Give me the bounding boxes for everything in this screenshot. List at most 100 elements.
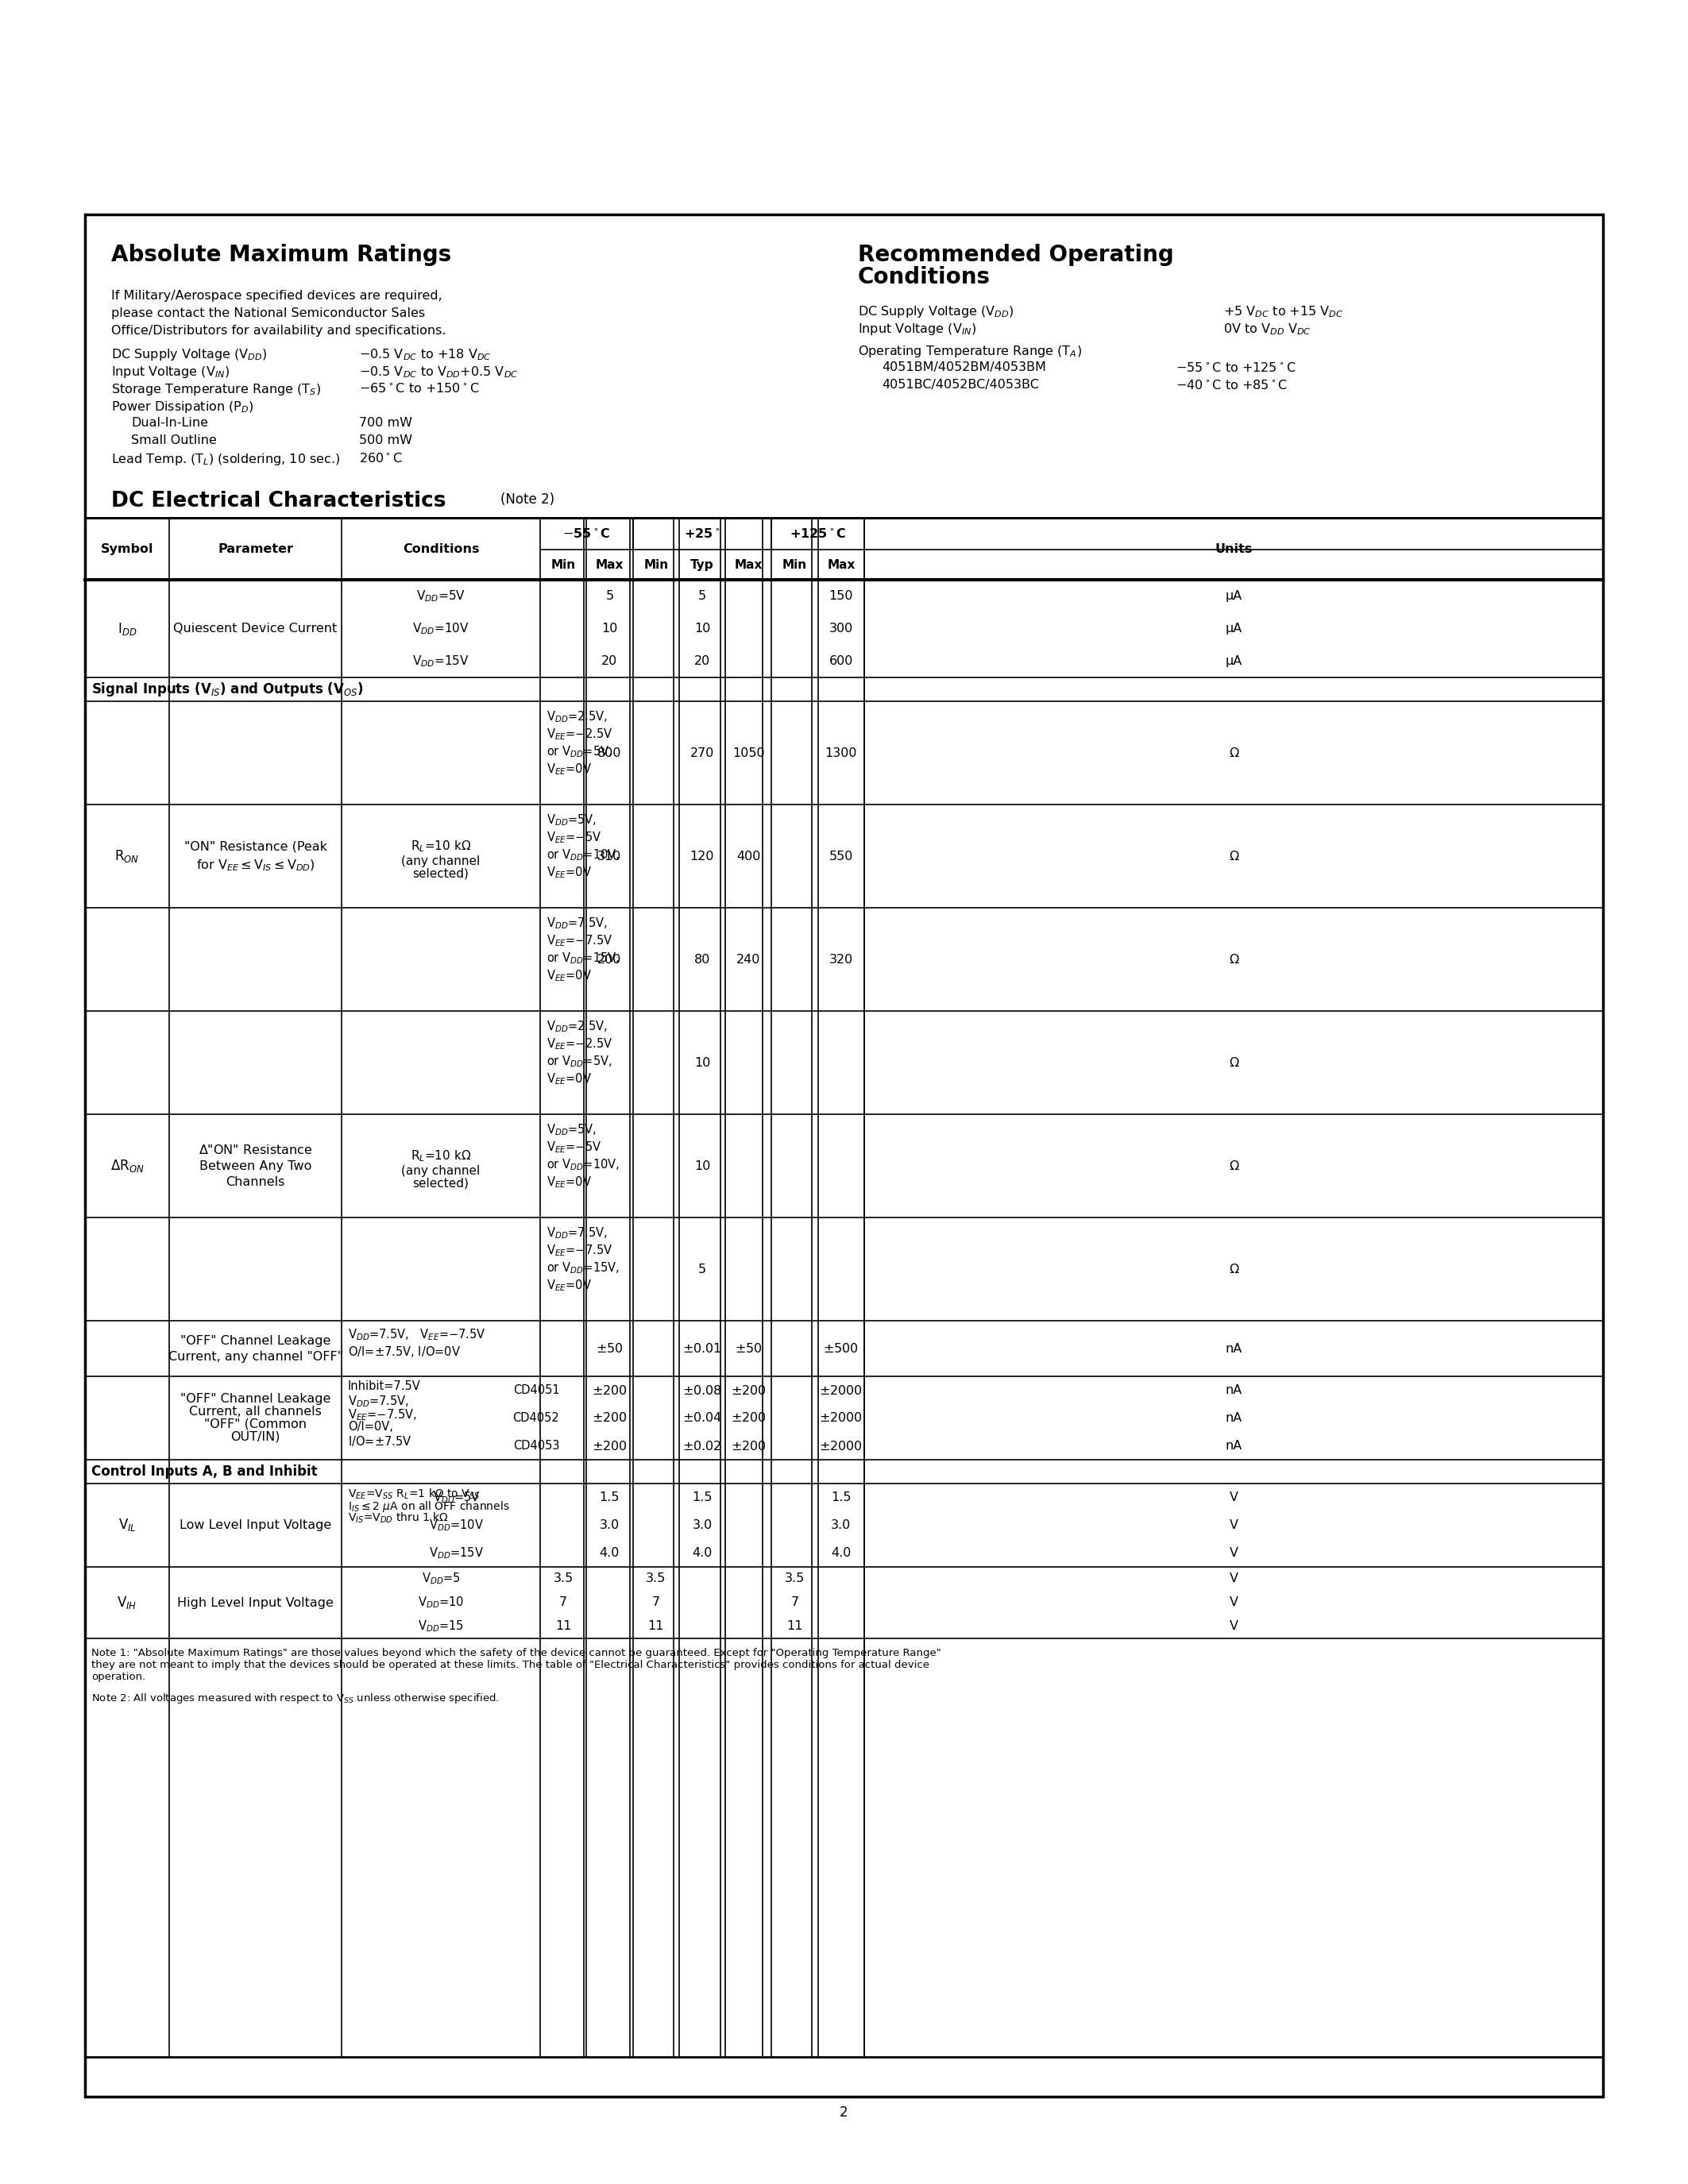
Text: Max: Max	[734, 559, 763, 570]
Text: $\pm$2000: $\pm$2000	[819, 1411, 863, 1424]
Text: V$_{EE}$=0V: V$_{EE}$=0V	[547, 1278, 592, 1293]
Text: nA: nA	[1225, 1343, 1242, 1354]
Text: V$_{DD}$=15V: V$_{DD}$=15V	[412, 653, 469, 668]
Text: R$_{ON}$: R$_{ON}$	[115, 847, 140, 865]
Text: $\pm$2000: $\pm$2000	[819, 1385, 863, 1396]
Text: OUT/IN): OUT/IN)	[231, 1431, 280, 1444]
Text: Current, all channels: Current, all channels	[189, 1406, 322, 1417]
Text: Conditions: Conditions	[858, 266, 991, 288]
Text: $\pm$0.08: $\pm$0.08	[682, 1385, 722, 1396]
Text: Low Level Input Voltage: Low Level Input Voltage	[179, 1520, 331, 1531]
Text: V: V	[1229, 1621, 1237, 1631]
Text: 10: 10	[601, 622, 618, 636]
Text: 1.5: 1.5	[599, 1492, 619, 1503]
Text: Small Outline: Small Outline	[132, 435, 216, 446]
Text: 550: 550	[829, 850, 852, 863]
Text: 400: 400	[736, 850, 761, 863]
Text: Absolute Maximum Ratings: Absolute Maximum Ratings	[111, 245, 451, 266]
Text: Current, any channel "OFF": Current, any channel "OFF"	[169, 1350, 343, 1363]
Text: 5: 5	[699, 1262, 706, 1275]
Text: V$_{DD}$=15: V$_{DD}$=15	[419, 1618, 464, 1634]
Text: $\pm$0.01: $\pm$0.01	[682, 1343, 722, 1354]
Text: V$_{DD}$=5V,: V$_{DD}$=5V,	[547, 812, 598, 828]
Text: +5 V$_{DC}$ to +15 V$_{DC}$: +5 V$_{DC}$ to +15 V$_{DC}$	[1224, 304, 1344, 319]
Text: "OFF" Channel Leakage: "OFF" Channel Leakage	[181, 1393, 331, 1404]
Text: V$_{IH}$: V$_{IH}$	[116, 1594, 137, 1610]
Text: 0V to V$_{DD}$ V$_{DC}$: 0V to V$_{DD}$ V$_{DC}$	[1224, 321, 1312, 336]
Text: If Military/Aerospace specified devices are required,: If Military/Aerospace specified devices …	[111, 290, 442, 301]
Text: nA: nA	[1225, 1439, 1242, 1452]
Text: Recommended Operating: Recommended Operating	[858, 245, 1173, 266]
Text: Units: Units	[1215, 544, 1252, 555]
Text: $\pm$200: $\pm$200	[592, 1411, 628, 1424]
Text: Quiescent Device Current: Quiescent Device Current	[174, 622, 338, 636]
Text: V$_{DD}$=10: V$_{DD}$=10	[417, 1594, 464, 1610]
Text: 800: 800	[598, 747, 621, 758]
Text: Lead Temp. (T$_L$) (soldering, 10 sec.): Lead Temp. (T$_L$) (soldering, 10 sec.)	[111, 452, 341, 467]
Text: selected): selected)	[412, 1177, 469, 1190]
Text: 7: 7	[559, 1597, 567, 1610]
Text: Min: Min	[643, 559, 668, 570]
Text: (any channel: (any channel	[402, 1164, 481, 1177]
Text: Office/Distributors for availability and specifications.: Office/Distributors for availability and…	[111, 325, 446, 336]
Text: Ω: Ω	[1229, 747, 1239, 758]
Text: $-$55$^\circ$C to +125$^\circ$C: $-$55$^\circ$C to +125$^\circ$C	[1175, 360, 1296, 373]
Text: V$_{EE}$=0V: V$_{EE}$=0V	[547, 1175, 592, 1190]
Text: V$_{EE}$=$-$2.5V: V$_{EE}$=$-$2.5V	[547, 727, 613, 743]
Text: Input Voltage (V$_{IN}$): Input Voltage (V$_{IN}$)	[111, 365, 230, 380]
Text: R$_L$=10 k$\Omega$: R$_L$=10 k$\Omega$	[410, 839, 471, 854]
Text: Operating Temperature Range (T$_A$): Operating Temperature Range (T$_A$)	[858, 343, 1082, 358]
Text: V$_{DD}$=5V: V$_{DD}$=5V	[417, 590, 466, 603]
Text: (Note 2): (Note 2)	[500, 491, 555, 507]
Text: 3.0: 3.0	[830, 1520, 851, 1531]
Text: V: V	[1229, 1546, 1237, 1559]
Text: 320: 320	[829, 954, 852, 965]
Text: $\Delta$R$_{ON}$: $\Delta$R$_{ON}$	[110, 1158, 143, 1173]
Text: V$_{DD}$=5: V$_{DD}$=5	[422, 1572, 461, 1586]
Text: $-$0.5 V$_{DC}$ to V$_{DD}$+0.5 V$_{DC}$: $-$0.5 V$_{DC}$ to V$_{DD}$+0.5 V$_{DC}$	[360, 365, 518, 380]
Text: Conditions: Conditions	[402, 544, 479, 555]
Text: 10: 10	[694, 622, 711, 636]
Text: I/O=$\pm$7.5V: I/O=$\pm$7.5V	[348, 1435, 412, 1448]
Text: 4051BM/4052BM/4053BM: 4051BM/4052BM/4053BM	[881, 360, 1047, 373]
Text: 4.0: 4.0	[692, 1546, 712, 1559]
Text: V$_{DD}$=15V: V$_{DD}$=15V	[429, 1546, 484, 1559]
Text: selected): selected)	[412, 867, 469, 880]
Text: I$_{IS}$$\leq$2 $\mu$A on all OFF channels: I$_{IS}$$\leq$2 $\mu$A on all OFF channe…	[348, 1500, 510, 1514]
Text: O/I=0V,: O/I=0V,	[348, 1422, 393, 1433]
Text: CD4053: CD4053	[513, 1439, 559, 1452]
Text: Dual-In-Line: Dual-In-Line	[132, 417, 208, 428]
Text: 10: 10	[694, 1057, 711, 1068]
Text: $\pm$200: $\pm$200	[592, 1385, 628, 1396]
Text: $\pm$2000: $\pm$2000	[819, 1439, 863, 1452]
Text: $-$65$^\circ$C to +150$^\circ$C: $-$65$^\circ$C to +150$^\circ$C	[360, 382, 479, 395]
Text: 11: 11	[555, 1621, 572, 1631]
Text: Typ: Typ	[690, 559, 714, 570]
Text: V: V	[1229, 1520, 1237, 1531]
Text: I$_{DD}$: I$_{DD}$	[118, 620, 137, 636]
Text: 4.0: 4.0	[599, 1546, 619, 1559]
Text: 1.5: 1.5	[692, 1492, 712, 1503]
Text: V: V	[1229, 1572, 1237, 1586]
Text: nA: nA	[1225, 1413, 1242, 1424]
Text: "OFF" (Common: "OFF" (Common	[204, 1417, 307, 1431]
Text: Ω: Ω	[1229, 1262, 1239, 1275]
Text: 150: 150	[829, 590, 852, 603]
Text: 120: 120	[690, 850, 714, 863]
Text: V$_{DD}$=10V: V$_{DD}$=10V	[429, 1518, 484, 1533]
Text: Signal Inputs (V$_{IS}$) and Outputs (V$_{OS}$): Signal Inputs (V$_{IS}$) and Outputs (V$…	[91, 681, 363, 699]
Text: $-$0.5 V$_{DC}$ to +18 V$_{DC}$: $-$0.5 V$_{DC}$ to +18 V$_{DC}$	[360, 347, 491, 363]
Text: 1300: 1300	[825, 747, 858, 758]
Text: Ω: Ω	[1229, 850, 1239, 863]
Text: V$_{DD}$=7.5V,: V$_{DD}$=7.5V,	[348, 1393, 408, 1409]
Text: $\pm$500: $\pm$500	[824, 1343, 859, 1354]
Text: (any channel: (any channel	[402, 854, 481, 867]
Text: 4051BC/4052BC/4053BC: 4051BC/4052BC/4053BC	[881, 378, 1038, 391]
Text: or V$_{DD}$=10V,: or V$_{DD}$=10V,	[547, 1158, 619, 1173]
Text: or V$_{DD}$=5V,: or V$_{DD}$=5V,	[547, 745, 613, 760]
Text: 3.5: 3.5	[785, 1572, 805, 1586]
Text: V$_{EE}$=$-$7.5V: V$_{EE}$=$-$7.5V	[547, 1243, 613, 1258]
Text: Ω: Ω	[1229, 954, 1239, 965]
Text: +125$^\circ$C: +125$^\circ$C	[790, 526, 846, 539]
Text: nA: nA	[1225, 1385, 1242, 1396]
